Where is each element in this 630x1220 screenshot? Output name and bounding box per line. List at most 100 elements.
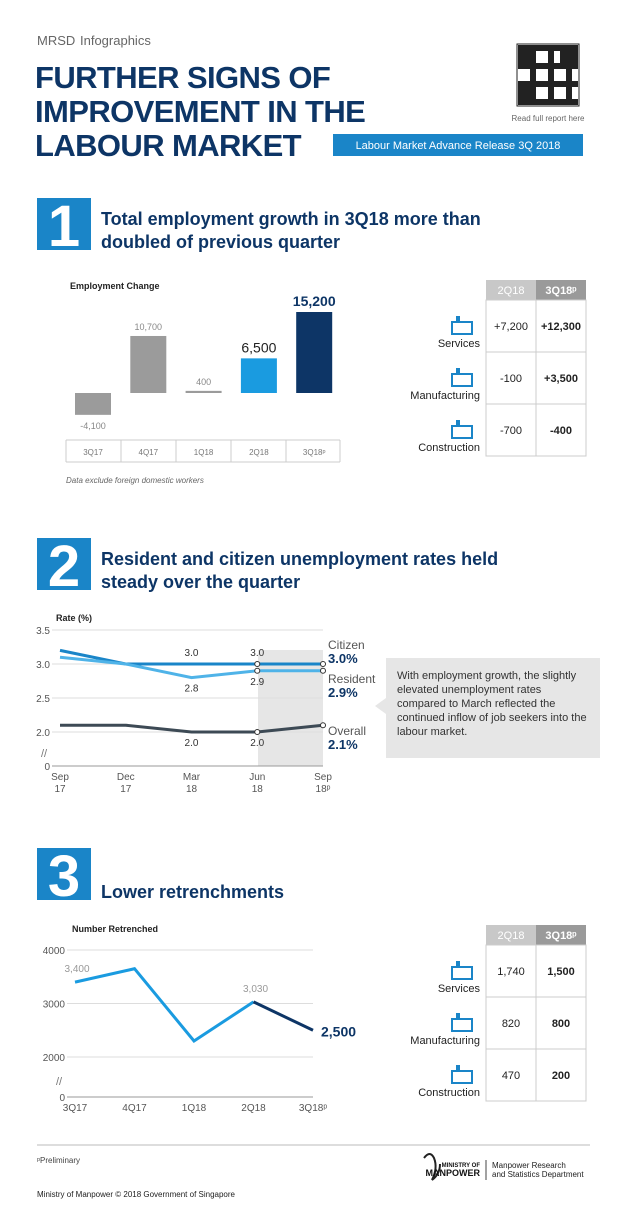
axis-break: // xyxy=(56,1076,63,1088)
value-label: 2,500 xyxy=(321,1023,356,1039)
value-label: 2.8 xyxy=(185,684,199,695)
row-label: Manufacturing xyxy=(410,390,480,402)
qr-cell xyxy=(524,93,530,99)
qr-cell xyxy=(554,81,560,87)
table-head xyxy=(536,925,586,945)
table-value: +7,200 xyxy=(494,321,528,333)
title-line: IMPROVEMENT IN THE xyxy=(35,94,365,129)
qr-cell xyxy=(530,51,536,57)
y-tick-label: 3.0 xyxy=(36,660,50,671)
chart-title: Employment Change xyxy=(70,281,160,291)
copyright: Ministry of Manpower © 2018 Government o… xyxy=(37,1190,236,1199)
table-value: 1,500 xyxy=(547,966,575,978)
table-value: +12,300 xyxy=(541,321,581,333)
value-label: 2.0 xyxy=(185,738,199,749)
value-label: 15,200 xyxy=(293,293,336,309)
icon xyxy=(451,1018,473,1032)
marker xyxy=(320,667,326,674)
axis-break: // xyxy=(41,748,48,760)
qr-cell xyxy=(524,63,530,69)
logo-mark xyxy=(423,1153,441,1181)
qr-cell xyxy=(530,45,536,51)
value-label: 3,400 xyxy=(64,964,89,975)
bar xyxy=(185,390,222,393)
column-header: 3Q18ᵖ xyxy=(545,285,577,297)
footnote: ᵖPreliminary xyxy=(37,1156,80,1165)
qr-cell xyxy=(554,99,560,105)
section-badge xyxy=(37,198,91,250)
end-value: 3.0% xyxy=(328,651,358,666)
logo-text: MINISTRY OF xyxy=(442,1163,481,1169)
qr-cell xyxy=(548,69,554,75)
y-tick-label: 0 xyxy=(44,762,50,773)
qr-cell xyxy=(524,57,530,63)
end-value: 2.1% xyxy=(328,737,358,752)
marker xyxy=(320,722,326,729)
icon xyxy=(451,321,473,335)
icon xyxy=(451,425,473,439)
line xyxy=(60,723,324,734)
section-badge xyxy=(37,538,91,590)
table-cell xyxy=(535,403,587,457)
qr-cell xyxy=(548,81,554,87)
value-label: 3.0 xyxy=(250,648,264,659)
qr-cell xyxy=(518,93,524,99)
icon xyxy=(456,961,460,967)
qr-cell xyxy=(548,93,554,99)
row-label: Services xyxy=(438,983,481,995)
qr-cell xyxy=(536,99,542,105)
note: Data exclude foreign domestic workers xyxy=(66,476,204,485)
qr-cell xyxy=(530,63,536,69)
section-heading: Total employment growth in 3Q18 more tha… xyxy=(101,209,481,252)
qr-cell xyxy=(560,45,566,51)
qr-cell xyxy=(560,51,566,57)
y-tick-label: 3.5 xyxy=(36,626,50,637)
x-tick-label: 3Q18ᵖ xyxy=(298,1103,328,1114)
qr-cell xyxy=(566,93,572,99)
qr-cell xyxy=(560,57,566,63)
section-number: 3 xyxy=(48,844,80,909)
qr-cell xyxy=(530,81,536,87)
x-tick-label: 4Q17 xyxy=(139,448,159,457)
value-label: 3,030 xyxy=(243,984,268,995)
qr-cell xyxy=(518,45,524,51)
qr-cell xyxy=(566,45,572,51)
line xyxy=(252,1000,314,1032)
qr-cell xyxy=(560,63,566,69)
title-line: LABOUR MARKET xyxy=(35,128,302,163)
callout-arrow xyxy=(375,698,386,714)
qr-cell xyxy=(518,63,524,69)
qr-cell xyxy=(518,87,524,93)
qr-cell xyxy=(548,75,554,81)
qr-cell xyxy=(524,81,530,87)
icon xyxy=(451,966,473,980)
qr-cell xyxy=(566,57,572,63)
qr-cell xyxy=(566,51,572,57)
value-label: 2.0 xyxy=(250,738,264,749)
table-cell xyxy=(535,996,587,1050)
section-heading: Resident and citizen unemployment rates … xyxy=(101,549,499,592)
qr-cell xyxy=(572,57,578,63)
x-tick-label: Mar 18 xyxy=(182,772,201,795)
y-tick-label: 3000 xyxy=(43,1000,66,1011)
qr-cell xyxy=(524,99,530,105)
x-tick-label: Jun 18 xyxy=(249,772,266,795)
table-value: 800 xyxy=(552,1018,570,1030)
section-number: 1 xyxy=(48,194,80,259)
qr-cell xyxy=(548,99,554,105)
table-cell xyxy=(535,1048,587,1102)
qr-cell xyxy=(530,99,536,105)
qr-cell xyxy=(524,45,530,51)
end-value: 2.9% xyxy=(328,685,358,700)
qr-cell xyxy=(542,63,548,69)
table-cell xyxy=(485,1048,537,1102)
marker xyxy=(254,667,261,674)
line xyxy=(59,655,323,680)
x-tick-label: 4Q17 xyxy=(122,1103,147,1114)
table-value: -400 xyxy=(550,425,572,437)
department: Manpower Research xyxy=(492,1161,566,1170)
column-header: 2Q18 xyxy=(498,285,525,297)
table-value: -100 xyxy=(500,373,522,385)
icon xyxy=(451,1070,473,1084)
